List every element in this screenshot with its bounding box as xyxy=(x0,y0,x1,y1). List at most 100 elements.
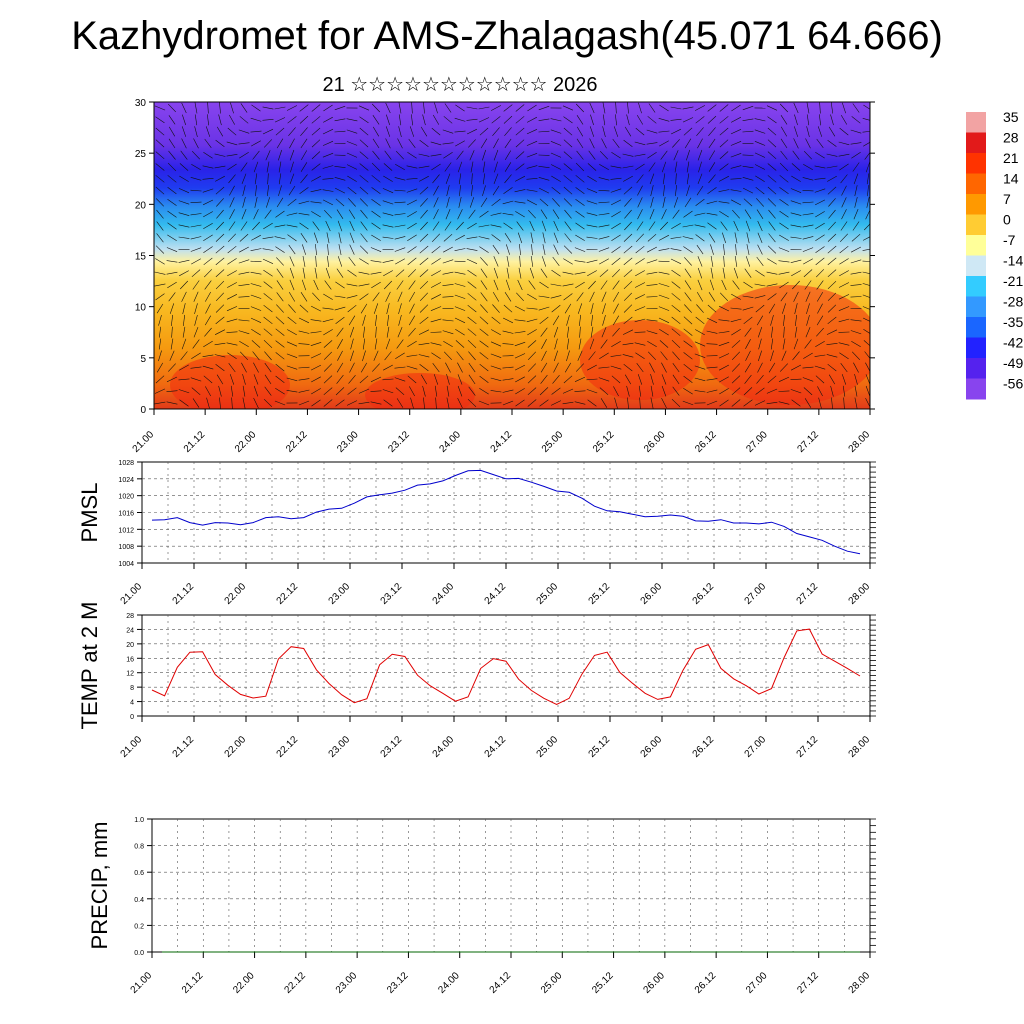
wind-barb xyxy=(538,118,550,121)
wind-barb xyxy=(528,209,536,219)
wind-barb xyxy=(567,326,569,338)
wind-barb xyxy=(697,173,703,185)
wind-barb xyxy=(600,398,608,408)
wind-barb xyxy=(586,188,598,193)
wind-barb xyxy=(841,209,847,220)
wind-barb xyxy=(563,116,573,124)
wind-barb xyxy=(323,387,333,396)
wind-barb xyxy=(733,267,739,279)
wind-barb xyxy=(806,114,810,126)
wind-barb xyxy=(635,127,645,136)
wind-barb xyxy=(658,271,670,275)
wind-barb xyxy=(491,198,501,207)
wind-barb xyxy=(771,326,773,338)
wind-barb xyxy=(158,315,162,326)
wind-barb xyxy=(214,153,226,157)
wind-barb xyxy=(758,338,762,350)
wind-barb xyxy=(802,190,814,192)
x-tick-label: 26.00 xyxy=(639,581,665,607)
wind-barb xyxy=(215,269,225,278)
wind-barb xyxy=(430,154,442,157)
wind-barb xyxy=(349,326,355,338)
wind-barb xyxy=(754,295,766,299)
wind-barb xyxy=(275,388,285,395)
wind-barb xyxy=(457,385,463,397)
wind-barb xyxy=(502,400,514,406)
wind-barb xyxy=(478,117,490,123)
wind-barb xyxy=(671,304,681,313)
wind-barb xyxy=(780,126,788,137)
wind-barb xyxy=(227,163,237,171)
wind-barb xyxy=(278,161,282,173)
wind-barb xyxy=(215,245,225,254)
wind-barb xyxy=(406,354,418,357)
wind-barb xyxy=(289,267,295,279)
wind-barb xyxy=(407,211,417,218)
wind-barb xyxy=(756,375,764,384)
wind-barb xyxy=(663,185,665,197)
wind-barb xyxy=(226,154,238,157)
wind-barb xyxy=(602,126,606,137)
wind-barb xyxy=(298,200,310,205)
wind-barb xyxy=(613,126,619,137)
wind-barb xyxy=(839,245,849,254)
wind-barb xyxy=(626,385,630,397)
wind-barb xyxy=(360,209,368,219)
wind-barb xyxy=(311,388,321,395)
wind-barb xyxy=(267,173,269,185)
wind-barb xyxy=(250,306,262,311)
wind-barb xyxy=(756,209,764,219)
wind-barb xyxy=(387,314,389,326)
wind-barb xyxy=(755,304,765,313)
wind-barb xyxy=(315,255,317,267)
wind-barb xyxy=(602,303,606,314)
wind-barb xyxy=(515,376,525,383)
wind-barb xyxy=(779,175,789,183)
wind-barb xyxy=(469,197,475,208)
wind-barb xyxy=(310,201,322,204)
colorbar-label: -42 xyxy=(1003,335,1023,351)
wind-barb xyxy=(742,165,754,169)
wind-barb xyxy=(624,374,632,385)
wind-barb xyxy=(742,295,754,298)
wind-barb xyxy=(178,212,190,216)
wind-barb xyxy=(322,199,334,206)
wind-barb xyxy=(670,258,682,265)
wind-barb xyxy=(587,399,597,407)
wind-barb xyxy=(299,187,309,195)
wind-barb xyxy=(706,317,718,324)
wind-barb xyxy=(419,257,429,266)
wind-barb xyxy=(323,363,333,372)
wind-barb xyxy=(398,126,402,137)
wind-barb xyxy=(730,189,742,192)
wind-barb xyxy=(575,281,585,289)
wind-barb xyxy=(718,341,730,347)
wind-barb xyxy=(182,303,186,315)
wind-barb xyxy=(274,224,286,228)
wind-barb xyxy=(194,114,198,126)
wind-barb xyxy=(698,161,702,173)
wind-barb xyxy=(575,198,585,206)
wind-barb xyxy=(238,330,250,335)
wind-barb xyxy=(155,127,165,136)
wind-barb xyxy=(383,280,393,290)
wind-barb xyxy=(326,232,330,244)
wind-barb xyxy=(288,185,296,196)
wind-barb xyxy=(538,177,550,181)
wind-barb xyxy=(382,200,394,205)
wind-barb xyxy=(672,374,680,385)
wind-barb xyxy=(362,315,366,326)
wind-barb xyxy=(363,326,365,338)
wind-barb xyxy=(362,338,366,350)
wind-barb xyxy=(638,102,642,114)
x-tick-label: 22.00 xyxy=(223,734,249,760)
x-tick-label: 23.00 xyxy=(335,429,361,455)
wind-barb xyxy=(831,397,833,409)
wind-barb xyxy=(529,267,535,279)
x-tick-label: 26.12 xyxy=(691,581,717,607)
wind-barb xyxy=(697,138,703,149)
wind-barb xyxy=(288,304,296,313)
wind-barb xyxy=(819,114,821,126)
wind-barb xyxy=(480,268,488,278)
